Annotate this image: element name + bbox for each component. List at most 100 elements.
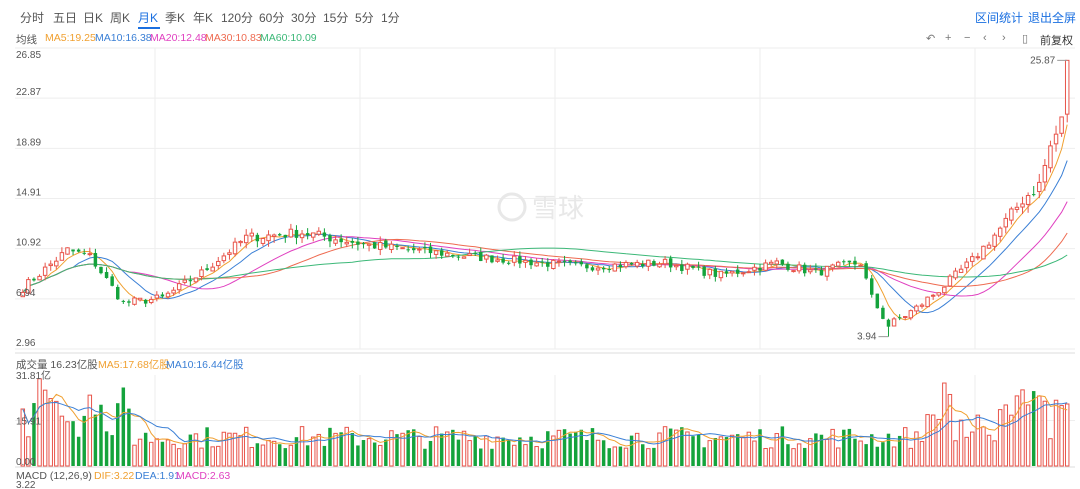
- right-icon[interactable]: ›: [1002, 32, 1006, 44]
- candle-body: [590, 267, 595, 271]
- candle-body: [479, 252, 483, 262]
- volume-bar: [193, 433, 199, 467]
- candle-body: [942, 286, 947, 294]
- volume-bar: [1059, 405, 1064, 467]
- candle-body: [461, 256, 467, 259]
- undo-icon[interactable]: ↶: [926, 33, 936, 45]
- volume-bar: [110, 435, 114, 466]
- price-tick-label: 18.89: [16, 137, 41, 148]
- candle-body: [165, 292, 171, 298]
- volume-bar: [121, 387, 126, 466]
- candle-body: [288, 228, 294, 238]
- volume-bar: [361, 440, 366, 466]
- volume-bar: [674, 429, 679, 467]
- tab-wuri[interactable]: 五日: [53, 11, 78, 25]
- left-icon[interactable]: ‹: [983, 32, 987, 44]
- volume-bar: [406, 430, 410, 466]
- volume-bar: [445, 431, 450, 467]
- candle-body: [132, 297, 137, 305]
- volume-bar: [328, 427, 332, 466]
- tab-yuek[interactable]: 月K: [138, 11, 159, 25]
- tab-5min[interactable]: 5分: [355, 11, 374, 25]
- volume-bar: [350, 433, 355, 466]
- tab-niank[interactable]: 年K: [193, 11, 214, 25]
- exit-fullscreen-button[interactable]: 退出全屏: [1028, 11, 1077, 25]
- tab-120min[interactable]: 120分: [221, 11, 254, 25]
- candle-body: [1048, 145, 1053, 169]
- candle-body: [997, 227, 1003, 237]
- candle-body: [32, 278, 36, 281]
- candle-body: [350, 240, 355, 243]
- volume-bar: [93, 414, 98, 466]
- candle-body: [529, 259, 533, 266]
- volume-bar: [451, 429, 455, 466]
- candle-body: [506, 262, 511, 264]
- volume-bar: [802, 447, 807, 466]
- volume-bars: [20, 378, 1070, 467]
- price-tick-label: 14.91: [16, 188, 41, 199]
- volume-bar: [523, 444, 528, 467]
- volume-bar: [1042, 400, 1048, 467]
- fq-selector[interactable]: 前复权: [1040, 35, 1073, 47]
- volume-bar: [322, 445, 327, 466]
- tab-jik[interactable]: 季K: [165, 11, 186, 25]
- tab-fenshi[interactable]: 分时: [20, 11, 45, 25]
- interval-stats-button[interactable]: 区间统计: [975, 11, 1024, 25]
- candle-body: [116, 286, 120, 300]
- candle-body: [802, 264, 807, 274]
- candle-body: [641, 263, 645, 267]
- candle-body: [71, 249, 75, 252]
- candle-body: [696, 266, 701, 268]
- tab-60min[interactable]: 60分: [259, 11, 285, 25]
- volume-bar: [37, 378, 42, 467]
- volume-bar: [724, 437, 729, 466]
- volume-bar: [495, 436, 500, 467]
- volume-bar: [763, 448, 768, 467]
- volume-bar: [869, 434, 874, 466]
- volume-bar: [568, 433, 572, 466]
- minus-icon[interactable]: −: [964, 32, 971, 44]
- volume-bar: [154, 438, 160, 467]
- volume-bar: [551, 435, 556, 467]
- tab-1min[interactable]: 1分: [381, 11, 400, 25]
- candle-body: [137, 297, 143, 301]
- volume-bar: [384, 439, 388, 466]
- svg-text:雪球: 雪球: [532, 194, 584, 224]
- candle-body: [646, 259, 651, 267]
- candle-body: [310, 232, 316, 238]
- volume-bar: [953, 440, 958, 467]
- candle-body: [774, 260, 780, 265]
- candle-body: [886, 319, 891, 327]
- volume-bar: [238, 435, 243, 467]
- volume-bar: [372, 442, 377, 466]
- candle-body: [484, 254, 489, 260]
- candle-body: [975, 256, 981, 259]
- tab-zhouk[interactable]: 周K: [110, 11, 131, 25]
- volume-bar: [1048, 438, 1053, 467]
- volume-bar: [149, 441, 154, 467]
- tab-15min[interactable]: 15分: [323, 11, 349, 25]
- candle-body: [607, 269, 611, 271]
- candle-body: [534, 262, 539, 267]
- candle-body: [378, 241, 383, 250]
- volume-bar: [221, 431, 227, 467]
- tab-rik[interactable]: 日K: [83, 11, 104, 25]
- volume-bar: [205, 427, 209, 466]
- candle-body: [439, 250, 444, 256]
- candle-body: [835, 261, 841, 267]
- volume-bar: [864, 444, 868, 466]
- candle-body: [305, 233, 310, 236]
- volume-bar: [1031, 391, 1036, 466]
- plus-icon[interactable]: +: [945, 32, 952, 44]
- volume-bar: [400, 432, 405, 467]
- volume-bar: [127, 408, 131, 466]
- price-tick-label: 10.92: [16, 238, 41, 249]
- macd-tick-label: 3.22: [16, 480, 36, 489]
- pin-icon[interactable]: ▯: [1022, 33, 1029, 45]
- volume-bar: [423, 448, 427, 466]
- volume-bar: [814, 433, 818, 466]
- candle-body: [76, 249, 81, 252]
- volume-bar: [897, 435, 902, 466]
- tab-30min[interactable]: 30分: [291, 11, 317, 25]
